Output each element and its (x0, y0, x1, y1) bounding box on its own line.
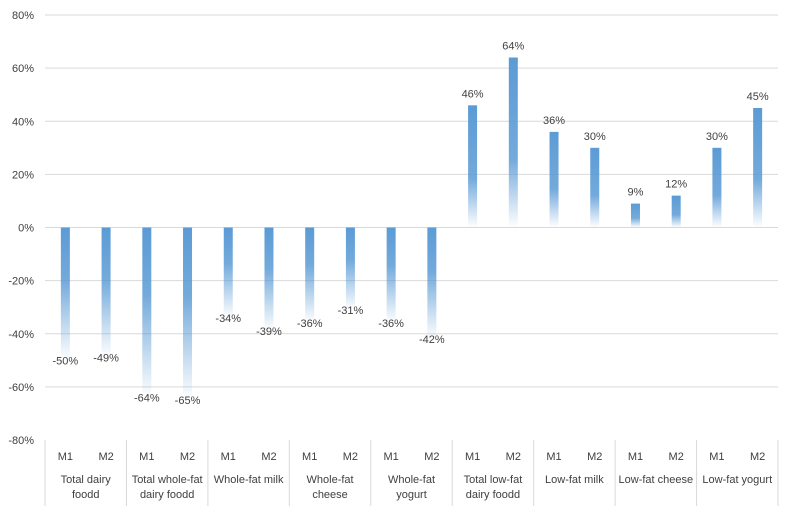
y-tick-label: -20% (8, 276, 34, 288)
data-label: 36% (543, 115, 565, 127)
data-label: 30% (584, 131, 606, 143)
category-label: Total low-fat (464, 474, 523, 486)
bar (508, 57, 518, 228)
data-label: -36% (378, 318, 404, 330)
data-label: 64% (502, 41, 524, 53)
series-tick-label: M2 (750, 451, 765, 463)
data-label: -42% (419, 334, 445, 346)
category-label: Whole-fat (307, 474, 354, 486)
bar (712, 147, 722, 228)
y-tick-label: 60% (12, 63, 34, 75)
series-tick-label: M1 (139, 451, 154, 463)
series-tick-label: M1 (302, 451, 317, 463)
bar (753, 107, 763, 228)
bar (101, 227, 111, 358)
data-label: -31% (338, 305, 364, 317)
series-tick-label: M2 (669, 451, 684, 463)
category-label: foodd (72, 489, 100, 501)
data-label: -49% (93, 353, 119, 365)
y-tick-label: -60% (8, 382, 34, 394)
data-label: 12% (665, 179, 687, 191)
series-tick-label: M2 (180, 451, 195, 463)
category-label: Whole-fat (388, 474, 435, 486)
data-label: 45% (747, 91, 769, 103)
y-tick-label: 80% (12, 10, 34, 22)
category-label: cheese (312, 489, 347, 501)
data-label: -64% (134, 393, 160, 405)
category-label: dairy foodd (140, 489, 194, 501)
category-label: Low-fat yogurt (702, 474, 772, 486)
bar (386, 227, 396, 324)
data-label: 46% (462, 88, 484, 100)
data-label: -50% (53, 355, 79, 367)
series-tick-label: M2 (424, 451, 439, 463)
bar (60, 227, 70, 361)
x-axis: M1 M2 Total dairy foodd M1 M2 Total whole-fat d… (44, 440, 779, 506)
y-tick-label: 40% (12, 116, 34, 128)
bar (183, 227, 193, 401)
bar (590, 147, 600, 228)
category-label: Total dairy (61, 474, 112, 486)
series-tick-label: M1 (221, 451, 236, 463)
bar (264, 227, 274, 332)
series-tick-label: M1 (465, 451, 480, 463)
data-label: -36% (297, 318, 323, 330)
category-label: Whole-fat milk (214, 474, 284, 486)
series-tick-label: M1 (546, 451, 561, 463)
bar (345, 227, 355, 310)
series-tick-label: M2 (261, 451, 276, 463)
data-label: -65% (175, 395, 201, 407)
data-labels: -50% -49% -64% -65% -34% -39% -36% -31% -36% -42%… (53, 41, 769, 408)
series-tick-label: M2 (506, 451, 521, 463)
bars (60, 57, 763, 401)
data-label: -39% (256, 326, 282, 338)
gridlines (45, 14, 778, 388)
data-label: -34% (215, 313, 241, 325)
bar (549, 131, 559, 228)
series-tick-label: M1 (383, 451, 398, 463)
bar (468, 105, 478, 228)
y-tick-label: -80% (8, 435, 34, 447)
series-tick-label: M2 (343, 451, 358, 463)
bar (223, 227, 233, 318)
data-label: 30% (706, 131, 728, 143)
bar (427, 227, 437, 340)
category-label: Low-fat milk (545, 474, 604, 486)
category-label: Low-fat cheese (619, 474, 694, 486)
bar (671, 195, 681, 228)
y-axis-ticks: 80% 60% 40% 20% 0% -20% -40% -60% -80% (8, 10, 34, 447)
series-tick-label: M1 (628, 451, 643, 463)
series-tick-label: M2 (587, 451, 602, 463)
bar (142, 227, 152, 398)
category-label: yogurt (396, 489, 427, 501)
category-label: Total whole-fat (132, 474, 203, 486)
series-tick-label: M2 (98, 451, 113, 463)
bar (305, 227, 315, 324)
data-label: 9% (628, 187, 644, 199)
category-label: dairy foodd (466, 489, 520, 501)
y-tick-label: 0% (18, 223, 34, 235)
series-tick-label: M1 (709, 451, 724, 463)
y-tick-label: 20% (12, 169, 34, 181)
series-tick-label: M1 (58, 451, 73, 463)
y-tick-label: -40% (8, 329, 34, 341)
bar (630, 203, 640, 228)
